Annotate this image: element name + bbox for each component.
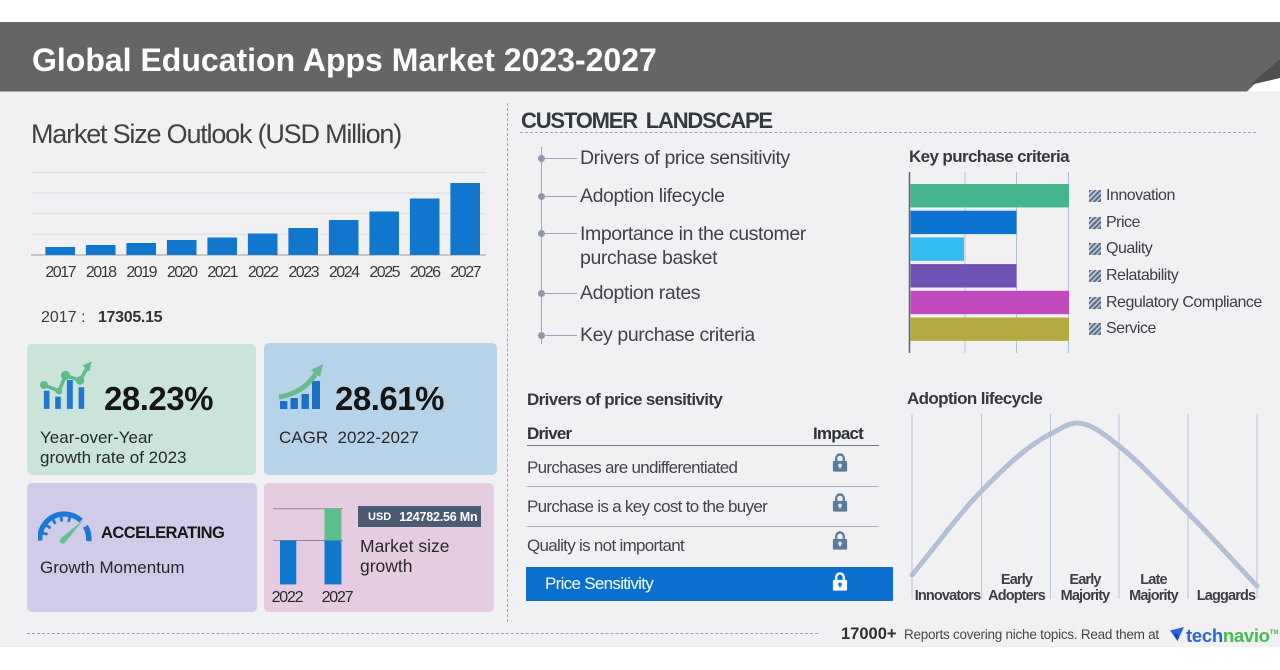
svg-text:2027: 2027 — [450, 264, 481, 281]
svg-text:2018: 2018 — [86, 264, 117, 281]
svg-text:2024: 2024 — [329, 264, 360, 281]
svg-text:2020: 2020 — [167, 264, 198, 281]
svg-text:2023: 2023 — [288, 264, 319, 281]
svg-text:2017: 2017 — [45, 264, 76, 281]
svg-text:2026: 2026 — [410, 264, 441, 281]
svg-text:2019: 2019 — [126, 264, 157, 281]
svg-text:2027: 2027 — [322, 589, 354, 604]
svg-text:2022: 2022 — [248, 264, 279, 281]
svg-text:2021: 2021 — [207, 264, 238, 281]
svg-text:2022: 2022 — [272, 589, 304, 604]
svg-text:2025: 2025 — [369, 264, 400, 281]
